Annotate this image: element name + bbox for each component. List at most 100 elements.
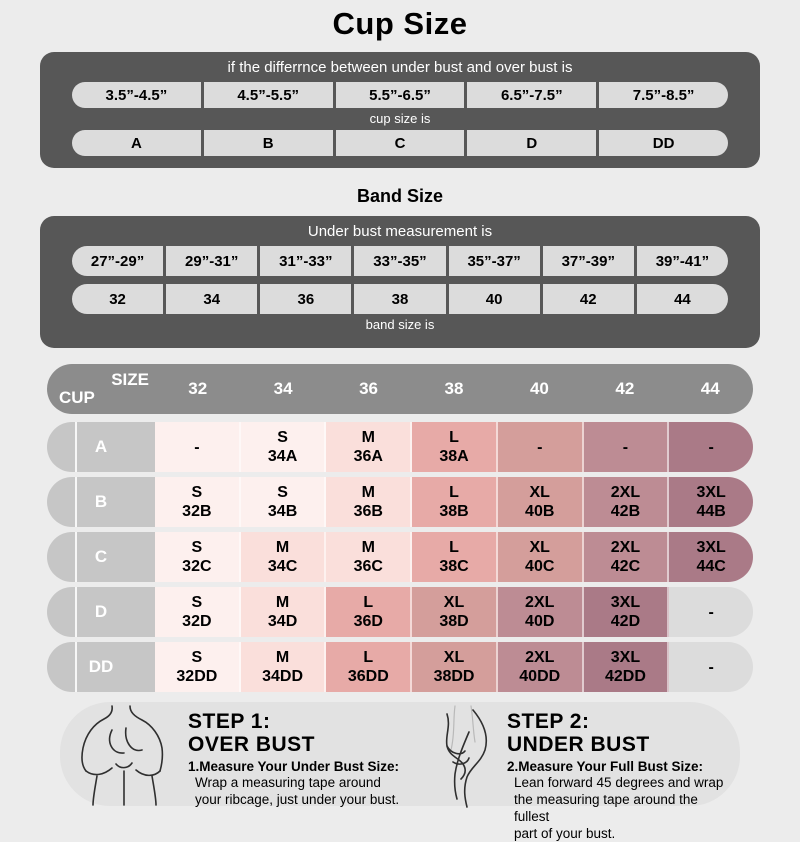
band-size-title: Band Size — [356, 186, 444, 206]
size-cell: S 32DD — [155, 642, 241, 692]
band-sizes-row: 32 34 36 38 40 42 44 — [72, 284, 728, 314]
matrix-corner-cell: SIZE CUP — [47, 364, 155, 414]
size-cell: 2XL 42B — [583, 477, 670, 527]
matrix-corner-cup-label: CUP — [59, 388, 95, 407]
cup-size-table: if the differrnce between under bust and… — [40, 52, 760, 168]
matrix-body: A-S 34A M 36A L 38A - - - B S 32B S 34B M 36B L 38… — [47, 422, 753, 692]
cup-letter-cell: DD — [599, 130, 728, 156]
size-cell: S 34B — [240, 477, 327, 527]
matrix-column-header: 38 — [444, 379, 464, 398]
size-cell: 2XL 40DD — [497, 642, 584, 692]
size-cell: M 34C — [240, 532, 327, 582]
band-table-header: Under bust measurement is — [307, 223, 493, 240]
cup-diff-range-cell: 5.5”-6.5” — [335, 82, 468, 108]
band-size-cell: 38 — [354, 284, 449, 314]
step2-instruction-body: Lean forward 45 degrees and wrap the mea… — [514, 775, 724, 841]
size-cell: L 38A — [412, 422, 498, 472]
under-bust-illustration — [445, 705, 488, 808]
underbust-range-cell: 27”-29” — [72, 246, 167, 276]
size-cell: L 36D — [326, 587, 413, 637]
size-cell: - — [669, 587, 753, 637]
size-cell: 3XL 44C — [669, 532, 753, 582]
band-size-cell: 44 — [636, 284, 728, 314]
band-size-cell: 36 — [260, 284, 355, 314]
cup-letter-cell: C — [335, 130, 468, 156]
step1-block: STEP 1: OVER BUST 1.Measure Your Under B… — [188, 702, 415, 808]
step2-number: STEP 2: — [507, 710, 590, 733]
size-cell: 3XL 42D — [583, 587, 670, 637]
size-cell: S 32D — [155, 587, 241, 637]
band-size-cell: 42 — [542, 284, 637, 314]
step1-number: STEP 1: — [188, 710, 271, 733]
underbust-range-cell: 37”-39” — [542, 246, 637, 276]
size-cell: 3XL 42DD — [583, 642, 670, 692]
underbust-ranges-row: 27”-29” 29”-31” 31”-33” 33”-35” 35”-37” 37”-3… — [72, 246, 728, 276]
step2-name: UNDER BUST — [507, 733, 650, 756]
underbust-range-cell: 39”-41” — [636, 246, 728, 276]
size-cell: - — [155, 422, 241, 472]
step1-instruction-body: Wrap a measuring tape around your ribcag… — [195, 775, 400, 807]
cup-row-label: D — [47, 587, 155, 637]
step1-instruction-title: 1.Measure Your Under Bust Size: — [188, 759, 400, 774]
band-size-cell: 40 — [448, 284, 543, 314]
step1-name: OVER BUST — [188, 733, 316, 756]
matrix-column-header: 44 — [700, 379, 720, 398]
size-cell: S 34A — [240, 422, 327, 472]
size-cell: M 36C — [326, 532, 413, 582]
cup-letters-row: A B C D DD — [72, 130, 728, 156]
matrix-column-header: 36 — [359, 379, 379, 398]
size-cell: - — [669, 642, 753, 692]
cup-row-label: DD — [47, 642, 155, 692]
matrix-row-cup-dd: DD S 32DD M 34DD L 36DD XL 38DD 2XL 40DD 3XL 4… — [47, 642, 753, 692]
step1-title: STEP 1: OVER BUST — [188, 710, 415, 756]
size-cell: - — [583, 422, 670, 472]
matrix-column-header: 40 — [529, 379, 549, 398]
size-cell: 2XL 42C — [583, 532, 670, 582]
band-size-cell: 32 — [72, 284, 167, 314]
matrix-row-cup-a: A-S 34A M 36A L 38A - - - — [47, 422, 753, 472]
size-cell: 3XL 44B — [669, 477, 753, 527]
bra-size-chart-page: Cup Size if the differrnce between under… — [0, 6, 800, 841]
band-table-footer: band size is — [365, 317, 435, 332]
matrix-column-header: 32 — [188, 379, 208, 398]
cup-row-label: B — [47, 477, 155, 527]
cup-letter-cell: A — [72, 130, 204, 156]
band-size-table: Under bust measurement is 27”-29” 29”-31”… — [40, 216, 760, 348]
over-bust-illustration — [81, 705, 164, 806]
matrix-header-row: SIZE CUP 32 34 36 38 40 42 44 — [47, 364, 753, 414]
step2-instruction-title: 2.Measure Your Full Bust Size: — [507, 759, 704, 774]
cup-letter-cell: B — [203, 130, 336, 156]
band-size-cell: 34 — [166, 284, 261, 314]
size-cell: XL 40C — [497, 532, 584, 582]
measuring-steps-panel: STEP 1: OVER BUST 1.Measure Your Under B… — [60, 702, 740, 841]
size-cell: M 36B — [326, 477, 413, 527]
size-cell: - — [669, 422, 753, 472]
cup-diff-range-cell: 6.5”-7.5” — [467, 82, 600, 108]
step2-title: STEP 2: UNDER BUST — [507, 710, 734, 756]
size-cell: M 34D — [240, 587, 327, 637]
size-cell: XL 38DD — [412, 642, 498, 692]
size-cell: L 38C — [412, 532, 498, 582]
matrix-column-header: 42 — [615, 379, 635, 398]
cup-table-header: if the differrnce between under bust and… — [227, 59, 573, 76]
matrix-column-header: 34 — [273, 379, 293, 398]
size-cell: M 36A — [326, 422, 413, 472]
underbust-range-cell: 29”-31” — [166, 246, 261, 276]
cup-diff-ranges-row: 3.5”-4.5” 4.5”-5.5” 5.5”-6.5” 6.5”-7.5” 7.5”… — [72, 82, 728, 108]
size-cell: XL 38D — [412, 587, 498, 637]
size-cell: S 32B — [155, 477, 241, 527]
cup-diff-range-cell: 7.5”-8.5” — [599, 82, 728, 108]
underbust-range-cell: 35”-37” — [448, 246, 543, 276]
size-cell: - — [497, 422, 584, 472]
underbust-range-cell: 31”-33” — [260, 246, 355, 276]
size-matrix-table: SIZE CUP 32 34 36 38 40 42 44 A-S 34A M 36A L 38… — [47, 364, 753, 692]
cup-letter-cell: D — [467, 130, 600, 156]
size-cell: L 36DD — [326, 642, 413, 692]
cup-table-subheader: cup size is — [369, 111, 431, 126]
cup-diff-range-cell: 4.5”-5.5” — [203, 82, 336, 108]
underbust-range-cell: 33”-35” — [354, 246, 449, 276]
size-cell: L 38B — [412, 477, 498, 527]
